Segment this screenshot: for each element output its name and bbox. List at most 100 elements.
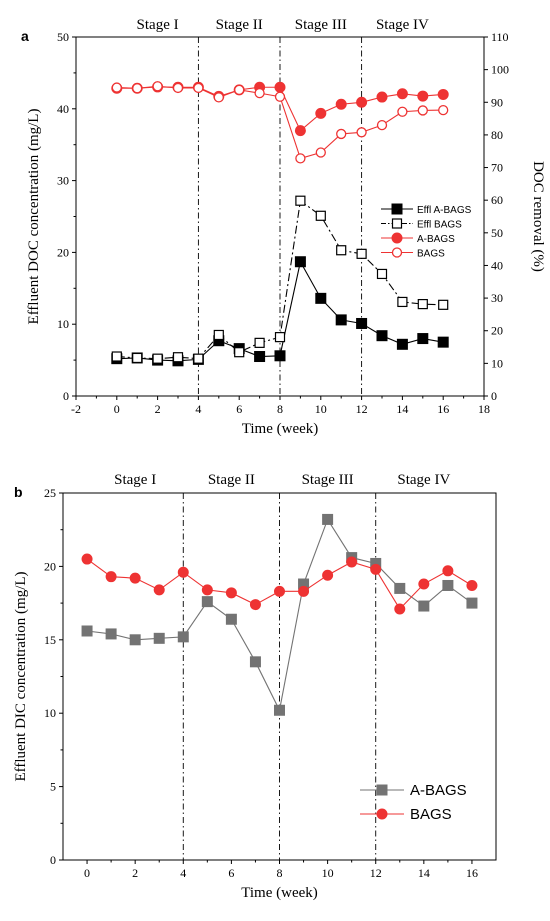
y-tick-label: 50 bbox=[57, 30, 69, 44]
data-point bbox=[315, 107, 327, 119]
x-tick-label: 8 bbox=[277, 866, 283, 880]
data-point bbox=[153, 632, 165, 644]
y2-tick-label: 0 bbox=[491, 389, 497, 403]
legend-marker bbox=[391, 203, 403, 215]
data-point bbox=[294, 125, 306, 137]
data-point bbox=[249, 656, 261, 668]
data-point bbox=[81, 553, 93, 565]
y-tick-label: 30 bbox=[57, 174, 69, 188]
data-point bbox=[336, 245, 347, 256]
data-point bbox=[152, 81, 163, 92]
data-point bbox=[172, 82, 184, 94]
chart-panel-a: Stage I Stage II Stage III Stage IV-2 0 2 4 6 8 1… bbox=[21, 17, 546, 437]
y-axis-label: Effluent DIC concentration (mg/L) bbox=[13, 571, 29, 781]
y2-tick-label: 110 bbox=[491, 30, 509, 44]
stage-label: Stage I bbox=[114, 472, 156, 488]
stage-label: Stage II bbox=[216, 17, 263, 33]
data-point bbox=[437, 88, 449, 100]
y-tick-label: 10 bbox=[57, 317, 69, 331]
data-point bbox=[322, 569, 334, 581]
data-point bbox=[376, 268, 388, 280]
data-point bbox=[315, 292, 327, 304]
data-point bbox=[335, 98, 347, 110]
data-point bbox=[376, 330, 388, 342]
data-point bbox=[177, 631, 189, 643]
data-point bbox=[132, 83, 143, 94]
y2-tick-label: 80 bbox=[491, 128, 503, 142]
x-tick-label: -2 bbox=[71, 402, 81, 416]
x-axis-label: Time (week) bbox=[241, 885, 318, 901]
data-point bbox=[105, 571, 117, 583]
data-point bbox=[213, 92, 224, 103]
y-tick-label: 15 bbox=[44, 633, 56, 647]
data-point bbox=[437, 336, 449, 348]
legend-marker bbox=[376, 808, 388, 820]
y-tick-label: 0 bbox=[63, 389, 69, 403]
data-point bbox=[111, 82, 122, 93]
y-tick-label: 20 bbox=[57, 245, 69, 259]
legend-label: BAGS bbox=[410, 806, 452, 823]
data-point bbox=[274, 91, 286, 102]
y-tick-label: 40 bbox=[57, 102, 69, 116]
y-tick-label: 0 bbox=[50, 853, 56, 867]
x-tick-label: 6 bbox=[228, 866, 234, 880]
data-point bbox=[356, 127, 367, 138]
legend-marker bbox=[391, 232, 403, 244]
data-point bbox=[417, 298, 428, 310]
y-tick-label: 20 bbox=[44, 559, 56, 573]
legend: A-BAGS BAGS bbox=[360, 782, 467, 823]
x-tick-label: 14 bbox=[396, 402, 408, 416]
data-point bbox=[274, 704, 285, 716]
data-point bbox=[193, 353, 204, 364]
data-point bbox=[274, 350, 286, 362]
data-point bbox=[417, 333, 429, 345]
y2-tick-label: 60 bbox=[491, 193, 503, 207]
data-point bbox=[234, 84, 245, 96]
panel-label: a bbox=[21, 28, 29, 44]
y2-tick-label: 90 bbox=[491, 95, 503, 109]
panel-label: b bbox=[14, 484, 23, 500]
y2-tick-label: 30 bbox=[491, 291, 503, 305]
legend-label: BAGS bbox=[417, 249, 445, 260]
x-tick-label: 4 bbox=[195, 402, 201, 416]
x-tick-label: 14 bbox=[418, 866, 430, 880]
data-point bbox=[213, 329, 224, 341]
data-point bbox=[254, 337, 265, 348]
data-point bbox=[294, 256, 306, 268]
x-tick-label: 16 bbox=[466, 866, 478, 880]
legend-label: A-BAGS bbox=[417, 234, 455, 245]
x-tick-label: 10 bbox=[315, 402, 327, 416]
y2-tick-label: 10 bbox=[491, 356, 503, 370]
data-point bbox=[394, 603, 406, 615]
data-point bbox=[234, 347, 245, 358]
y2-tick-label: 50 bbox=[491, 226, 503, 240]
stage-label: Stage III bbox=[302, 472, 354, 488]
data-point bbox=[466, 579, 478, 591]
y2-tick-label: 100 bbox=[491, 63, 509, 77]
y-tick-label: 10 bbox=[44, 706, 56, 720]
data-point bbox=[81, 625, 93, 637]
data-point bbox=[295, 195, 306, 206]
data-point bbox=[417, 90, 429, 102]
data-point bbox=[249, 599, 261, 611]
y2-axis-label: DOC removal (%) bbox=[530, 161, 546, 272]
x-tick-label: 18 bbox=[478, 402, 490, 416]
series-bags bbox=[81, 553, 478, 615]
data-point bbox=[225, 613, 237, 625]
x-tick-label: 8 bbox=[277, 402, 283, 416]
y-tick-label: 25 bbox=[44, 486, 56, 500]
y-tick-label: 5 bbox=[50, 780, 56, 794]
legend-label: A-BAGS bbox=[410, 782, 467, 799]
data-point bbox=[396, 338, 408, 350]
data-point bbox=[442, 565, 454, 577]
data-point bbox=[274, 585, 285, 597]
stage-label: Stage IV bbox=[397, 472, 450, 488]
data-point bbox=[335, 314, 347, 326]
stage-label: Stage II bbox=[208, 472, 255, 488]
legend-marker bbox=[376, 784, 388, 796]
data-point bbox=[295, 153, 306, 164]
data-point bbox=[315, 210, 326, 221]
data-point bbox=[370, 563, 382, 575]
x-tick-label: 2 bbox=[132, 866, 138, 880]
